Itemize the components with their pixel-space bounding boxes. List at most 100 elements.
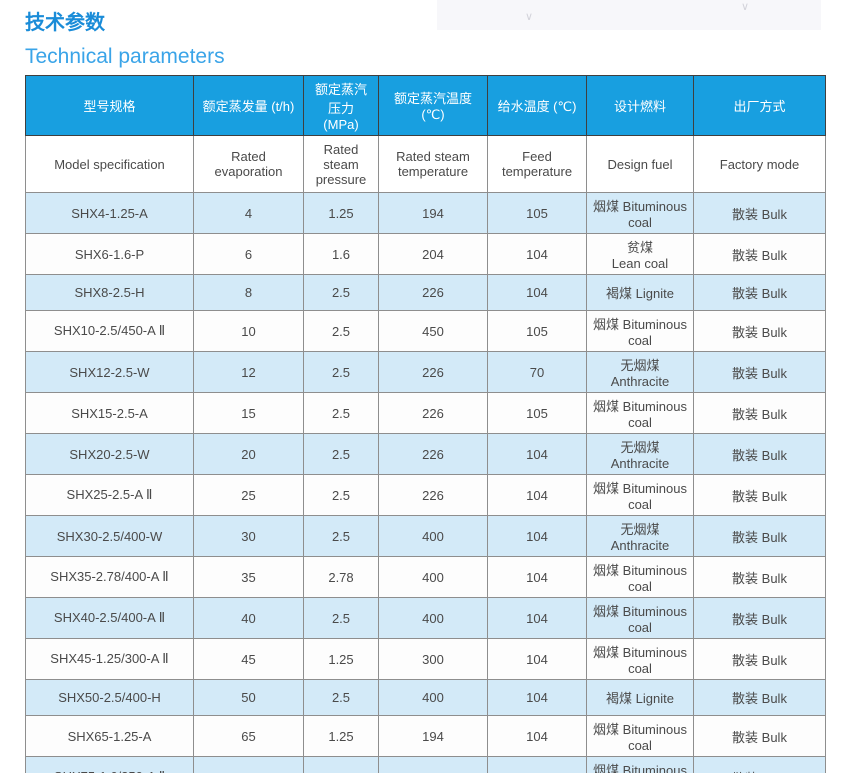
section-title-zh: 技术参数 <box>25 12 105 34</box>
table-cell: 无烟煤 Anthracite <box>586 433 694 475</box>
column-header-en: Model specification <box>25 135 194 193</box>
table-cell: 6 <box>193 233 304 275</box>
table-cell: SHX8-2.5-H <box>25 274 194 311</box>
table-cell: 1.6 <box>303 756 379 773</box>
top-nav-strip: ∨ ∨ <box>437 0 821 30</box>
table-cell: 25 <box>193 474 304 516</box>
table-cell: 104 <box>487 474 587 516</box>
table-cell: 散装 Bulk <box>693 310 826 352</box>
table-row: SHX20-2.5-W 20 2.5 226 104 无烟煤 Anthracite 散装 B… <box>25 433 826 475</box>
table-cell: 散装 Bulk <box>693 679 826 716</box>
table-cell: 226 <box>378 433 488 475</box>
column-header-zh: 给水温度 (℃) <box>487 75 587 136</box>
table-cell: SHX40-2.5/400-A Ⅱ <box>25 597 194 639</box>
table-cell: 104 <box>487 433 587 475</box>
table-cell: 12 <box>193 351 304 393</box>
table-cell: 450 <box>378 310 488 352</box>
table-cell: 散装 Bulk <box>693 192 826 234</box>
header-row-en: Model specification Rated evaporation Rate… <box>25 135 826 193</box>
table-row: SHX30-2.5/400-W 30 2.5 400 104 无烟煤 Anthracite… <box>25 515 826 557</box>
table-cell: 40 <box>193 597 304 639</box>
table-cell: SHX6-1.6-P <box>25 233 194 275</box>
table-row: SHX25-2.5-A Ⅱ 25 2.5 226 104 烟煤 Bituminous co… <box>25 474 826 516</box>
table-cell: 散装 Bulk <box>693 392 826 434</box>
table-cell: 散装 Bulk <box>693 715 826 757</box>
table-cell: 烟煤 Bituminous coal <box>586 756 694 773</box>
table-cell: 散装 Bulk <box>693 474 826 516</box>
table-cell: 50 <box>193 679 304 716</box>
table-cell: 104 <box>487 515 587 557</box>
column-header-en: Feed temperature <box>487 135 587 193</box>
column-header-en: Rated evaporation <box>193 135 304 193</box>
table-cell: SHX45-1.25/300-A Ⅱ <box>25 638 194 680</box>
table-cell: SHX75-1.6/250-A Ⅱ <box>25 756 194 773</box>
table-cell: 104 <box>487 274 587 311</box>
table-cell: 15 <box>193 392 304 434</box>
table-row: SHX50-2.5/400-H 50 2.5 400 104 褐煤 Lignite 散装 B… <box>25 679 826 716</box>
table-row: SHX40-2.5/400-A Ⅱ 40 2.5 400 104 烟煤 Bituminou… <box>25 597 826 639</box>
table-cell: 散装 Bulk <box>693 597 826 639</box>
column-header-zh: 型号规格 <box>25 75 194 136</box>
table-row: SHX8-2.5-H 8 2.5 226 104 褐煤 Lignite 散装 Bulk <box>25 274 826 311</box>
table-cell: 1.6 <box>303 233 379 275</box>
table-cell: 75 <box>193 756 304 773</box>
column-header-en: Rated steam pressure <box>303 135 379 193</box>
table-cell: SHX35-2.78/400-A Ⅱ <box>25 556 194 598</box>
table-cell: 104 <box>487 233 587 275</box>
table-cell: 226 <box>378 351 488 393</box>
table-cell: 2.5 <box>303 679 379 716</box>
table-cell: 2.5 <box>303 597 379 639</box>
table-cell: 400 <box>378 597 488 639</box>
table-cell: 30 <box>193 515 304 557</box>
table-cell: 35 <box>193 556 304 598</box>
header-row-zh: 型号规格 额定蒸发量 (t/h) 额定蒸汽压力 (MPa) 额定蒸汽温度 (℃) 给水温… <box>25 75 826 136</box>
table-cell: 烟煤 Bituminous coal <box>586 556 694 598</box>
table-cell: SHX12-2.5-W <box>25 351 194 393</box>
table-cell: 300 <box>378 638 488 680</box>
table-cell: 400 <box>378 556 488 598</box>
table-cell: 烟煤 Bituminous coal <box>586 597 694 639</box>
table-cell: 2.5 <box>303 474 379 516</box>
table-cell: 散装 Bulk <box>693 556 826 598</box>
table-cell: SHX50-2.5/400-H <box>25 679 194 716</box>
table-cell: 10 <box>193 310 304 352</box>
table-cell: 散装 Bulk <box>693 515 826 557</box>
table-cell: 194 <box>378 715 488 757</box>
table-cell: SHX25-2.5-A Ⅱ <box>25 474 194 516</box>
table-cell: 烟煤 Bituminous coal <box>586 474 694 516</box>
table-row: SHX4-1.25-A 4 1.25 194 105 烟煤 Bituminous coal… <box>25 192 826 234</box>
table-cell: 散装 Bulk <box>693 638 826 680</box>
table-cell: 104 <box>487 756 587 773</box>
table-cell: 70 <box>487 351 587 393</box>
table-cell: 贫煤 Lean coal <box>586 233 694 275</box>
table-cell: 105 <box>487 310 587 352</box>
table-cell: 2.5 <box>303 433 379 475</box>
chevron-down-icon[interactable]: ∨ <box>741 1 750 13</box>
table-row: SHX45-1.25/300-A Ⅱ 45 1.25 300 104 烟煤 Bitumin… <box>25 638 826 680</box>
table-cell: 4 <box>193 192 304 234</box>
column-header-en: Design fuel <box>586 135 694 193</box>
table-cell: 104 <box>487 556 587 598</box>
table-row: SHX10-2.5/450-A Ⅱ 10 2.5 450 105 烟煤 Bituminou… <box>25 310 826 352</box>
table-cell: 褐煤 Lignite <box>586 274 694 311</box>
table-cell: 1.25 <box>303 638 379 680</box>
table-row: SHX75-1.6/250-A Ⅱ751.6250104烟煤 Bituminou… <box>25 756 826 773</box>
table-cell: 226 <box>378 474 488 516</box>
table-cell: 散装 Bulk <box>693 351 826 393</box>
table-cell: 2.5 <box>303 351 379 393</box>
table-cell: 散装 Bulk <box>693 433 826 475</box>
table-cell: 烟煤 Bituminous coal <box>586 638 694 680</box>
table-cell: 45 <box>193 638 304 680</box>
table-cell: 104 <box>487 597 587 639</box>
table-row: SHX65-1.25-A 65 1.25 194 104 烟煤 Bituminous co… <box>25 715 826 757</box>
table-cell: 无烟煤 Anthracite <box>586 351 694 393</box>
table-row: SHX35-2.78/400-A Ⅱ 35 2.78 400 104 烟煤 Bitumin… <box>25 556 826 598</box>
column-header-zh: 额定蒸汽压力 (MPa) <box>303 75 379 136</box>
table-cell: 1.25 <box>303 192 379 234</box>
chevron-down-icon[interactable]: ∨ <box>525 11 534 23</box>
column-header-en: Factory mode <box>693 135 826 193</box>
table-cell: SHX65-1.25-A <box>25 715 194 757</box>
section-title-en: Technical parameters <box>25 45 225 68</box>
column-header-zh: 出厂方式 <box>693 75 826 136</box>
table-cell: 105 <box>487 392 587 434</box>
